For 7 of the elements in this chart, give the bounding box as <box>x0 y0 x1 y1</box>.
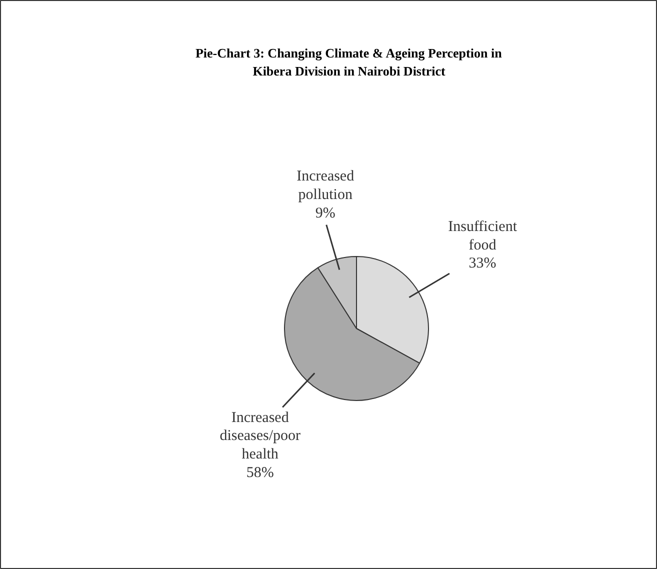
data-label: 33% <box>468 256 496 272</box>
data-label: 9% <box>315 205 336 222</box>
data-label: 58% <box>246 465 274 482</box>
slice-label: Insufficient food <box>448 218 518 254</box>
slice-label: Increased diseases/poor health <box>220 410 301 463</box>
slice-label: Increased pollution <box>296 168 355 203</box>
chart-title: Pie-Chart 3: Changing Climate & Ageing Perception in Kibera Division in Nairobi District <box>195 46 503 78</box>
